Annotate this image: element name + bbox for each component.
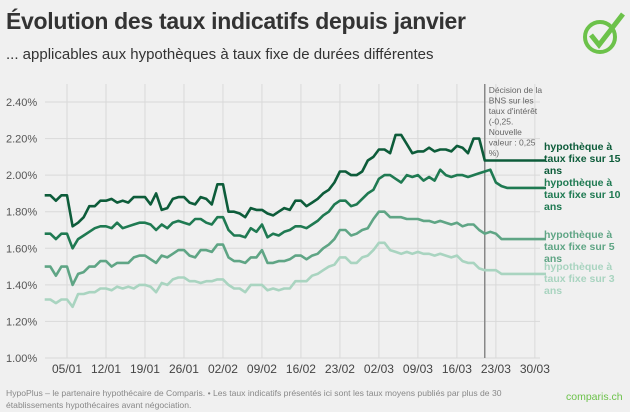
y-tick-label: 1.40% (6, 280, 37, 292)
series-line (44, 133, 546, 228)
x-tick-label: 12/01 (91, 362, 121, 376)
y-tick-label: 2.20% (6, 134, 37, 146)
y-tick-label: 2.00% (6, 170, 37, 182)
x-tick-label: 09/02 (247, 362, 277, 376)
x-tick-label: 26/01 (169, 362, 199, 376)
series-label: ans (544, 165, 562, 177)
series-label: ans (544, 285, 562, 297)
x-tick-label: 05/01 (52, 362, 82, 376)
annotation-text-line: taux d'intérêt (489, 106, 538, 116)
footer-note: HypoPlus – le partenaire hypothécaire de… (6, 388, 502, 410)
series-label: hypothèque à (544, 177, 612, 189)
checkmark-circle-icon (583, 12, 625, 54)
chart-subtitle: ... applicables aux hypothèques à taux f… (6, 46, 434, 63)
line-chart: 1.00% 1.20% 1.40% 1.60% 1.80% 2.00% 2.20% 2.40%… (6, 84, 621, 376)
y-tick-label: 1.00% (6, 353, 37, 365)
series-label: hypothèque à (544, 261, 612, 273)
series-line (44, 168, 546, 250)
grid (45, 84, 540, 359)
annotation-text-line: %) (489, 148, 500, 158)
chart-title: Évolution des taux indicatifs depuis jan… (6, 8, 466, 34)
x-tick-label: 23/03 (481, 362, 511, 376)
series-label: taux fixe sur 3 (544, 273, 615, 285)
annotation-text-line: BNS sur les (489, 96, 534, 106)
series-label: ans (544, 201, 562, 213)
series-line (44, 210, 546, 287)
x-tick-label: 19/01 (130, 362, 160, 376)
series-label: ans (544, 253, 562, 265)
annotation-text-line: (-0,25. (489, 117, 514, 127)
x-tick-label: 16/03 (442, 362, 472, 376)
series-label: hypothèque à (544, 141, 612, 153)
annotation-text-line: Décision de la (489, 85, 543, 95)
series-line (44, 241, 546, 309)
comparis-brand-link[interactable]: comparis.ch (566, 391, 623, 403)
x-tick-label: 23/02 (325, 362, 355, 376)
annotation-text-line: valeur : 0,25 (489, 138, 536, 148)
series-label: hypothèque à (544, 229, 612, 241)
series-label: taux fixe sur 10 (544, 189, 621, 201)
y-tick-label: 1.80% (6, 207, 37, 219)
x-tick-label: 09/03 (403, 362, 433, 376)
x-tick-label: 16/02 (286, 362, 316, 376)
x-axis: 05/01 12/01 19/01 26/01 02/02 09/02 16/02 23/02… (52, 362, 550, 376)
y-tick-label: 1.20% (6, 316, 37, 328)
series-label: taux fixe sur 15 (544, 153, 621, 165)
series-lines (44, 133, 546, 309)
y-axis: 1.00% 1.20% 1.40% 1.60% 1.80% 2.00% 2.20% 2.40% (6, 97, 37, 365)
y-tick-label: 2.40% (6, 97, 37, 109)
x-tick-label: 02/03 (364, 362, 394, 376)
series-label: taux fixe sur 5 (544, 241, 615, 253)
x-tick-label: 02/02 (208, 362, 238, 376)
x-tick-label: 30/03 (520, 362, 550, 376)
annotation-text-line: Nouvelle (489, 127, 522, 137)
y-tick-label: 1.60% (6, 243, 37, 255)
